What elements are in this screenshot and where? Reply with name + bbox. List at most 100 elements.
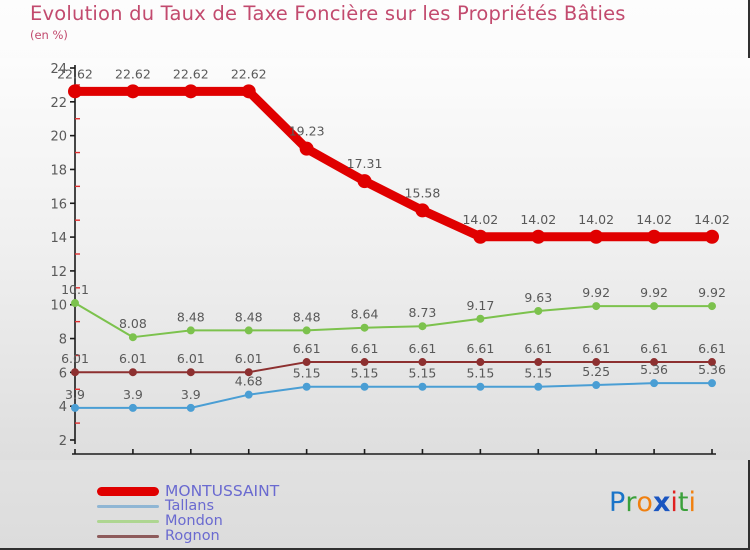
data-point	[125, 84, 140, 99]
data-label: 5.36	[698, 362, 726, 377]
logo-letter: x	[652, 487, 671, 518]
x-tick-label: 2003	[232, 459, 265, 460]
data-point	[71, 299, 79, 308]
data-label: 6.61	[351, 341, 379, 356]
data-label: 5.36	[640, 362, 668, 377]
data-point	[244, 390, 253, 399]
x-tick-label: 2005	[348, 459, 381, 460]
data-point	[241, 84, 256, 99]
data-point	[186, 326, 195, 335]
data-point	[589, 229, 604, 244]
data-point	[360, 382, 369, 391]
data-label: 9.92	[698, 285, 726, 300]
data-label: 5.15	[409, 366, 437, 381]
legend-label: MONTUSSAINT	[165, 482, 280, 500]
legend-item-mondon[interactable]: Mondon	[97, 514, 397, 529]
page-subtitle: (en %)	[30, 28, 68, 42]
data-point	[244, 368, 253, 377]
data-label: 3.9	[123, 387, 143, 402]
x-tick-label: 2008	[522, 459, 555, 460]
y-tick-label: 20	[50, 130, 67, 145]
data-point	[71, 403, 79, 412]
y-tick-label: 10	[50, 299, 67, 314]
legend-item-rognon[interactable]: Rognon	[97, 529, 397, 544]
data-label: 8.48	[293, 309, 321, 324]
x-tick-label: 2010	[638, 459, 671, 460]
line-chart-svg: 22.62 22.62 22.62 22.62 19.23 17.31 15.58 14.02…	[0, 58, 750, 460]
data-label: 22.62	[173, 66, 209, 81]
data-point	[186, 403, 195, 412]
data-label: 22.62	[57, 66, 93, 81]
y-tick-label: 2	[59, 434, 67, 449]
data-point	[418, 322, 427, 331]
data-label: 14.02	[636, 212, 672, 227]
x-tick-label: 2002	[174, 459, 207, 460]
data-point	[705, 229, 719, 244]
logo-letter: r	[625, 487, 637, 518]
data-point	[244, 326, 253, 335]
data-labels-layer: 22.62 22.62 22.62 22.62 19.23 17.31 15.58 14.02…	[57, 66, 730, 402]
data-label: 6.61	[524, 341, 552, 356]
data-label: 22.62	[231, 66, 267, 81]
series-line-montussaint	[70, 86, 717, 242]
data-label: 6.61	[582, 341, 610, 356]
data-point	[650, 302, 659, 311]
data-label: 6.61	[698, 341, 726, 356]
legend-label: Rognon	[165, 528, 220, 544]
logo-letter: i	[688, 487, 696, 518]
data-label: 4.68	[235, 374, 263, 389]
proxiti-logo[interactable]: Proxiti	[609, 487, 696, 518]
series-line-tallans	[74, 382, 713, 409]
axes-layer	[70, 65, 716, 455]
y-tick-label: 22	[50, 96, 67, 111]
legend-item-montussaint[interactable]: MONTUSSAINT	[97, 482, 397, 500]
y-tick-label: 8	[59, 333, 67, 348]
data-label: 14.02	[520, 212, 556, 227]
legend-item-tallans[interactable]: Tallans	[97, 499, 397, 514]
y-tick-label: 16	[50, 197, 67, 212]
legend-swatch	[97, 520, 159, 523]
data-label: 6.01	[235, 351, 263, 366]
data-point	[360, 358, 369, 367]
data-label: 15.58	[405, 185, 441, 200]
data-point	[476, 314, 485, 323]
plot-background	[0, 58, 750, 460]
data-point	[418, 382, 427, 391]
y-tick-label: 14	[50, 231, 67, 246]
data-point	[534, 358, 543, 367]
y-tick-label: 12	[50, 265, 67, 280]
data-point	[128, 368, 137, 377]
data-point	[360, 323, 369, 332]
data-point	[650, 358, 659, 367]
x-tick-label: 2004	[290, 459, 323, 460]
data-point	[415, 203, 430, 218]
data-label: 6.61	[640, 341, 668, 356]
x-tick-label: 2000	[58, 459, 91, 460]
x-tick-label: 2007	[464, 459, 497, 460]
data-label: 5.15	[293, 366, 321, 381]
data-point	[708, 358, 716, 367]
legend: MONTUSSAINT Tallans Mondon Rognon	[97, 482, 397, 544]
data-label: 8.64	[351, 307, 379, 322]
legend-label: Mondon	[165, 513, 223, 529]
data-label: 8.08	[119, 316, 147, 331]
data-point	[476, 382, 485, 391]
x-tick-label: 2001	[116, 459, 149, 460]
data-label: 9.63	[524, 290, 552, 305]
data-point	[708, 302, 716, 311]
logo-letter: t	[677, 487, 689, 518]
legend-swatch	[97, 535, 159, 538]
data-label: 5.15	[351, 366, 379, 381]
data-point	[476, 358, 485, 367]
legend-swatch	[97, 505, 159, 508]
data-label: 17.31	[347, 156, 383, 171]
tick-labels-layer: 2468101214161820222420002001200220032004…	[50, 62, 728, 460]
series-line-mondon	[74, 302, 713, 339]
data-point	[473, 229, 488, 244]
data-label: 9.17	[466, 298, 494, 313]
legend-swatch	[97, 487, 159, 496]
plot-area: 22.62 22.62 22.62 22.62 19.23 17.31 15.58 14.02…	[0, 58, 750, 460]
data-point	[534, 382, 543, 391]
data-point	[128, 403, 137, 412]
data-label: 3.9	[181, 387, 201, 402]
